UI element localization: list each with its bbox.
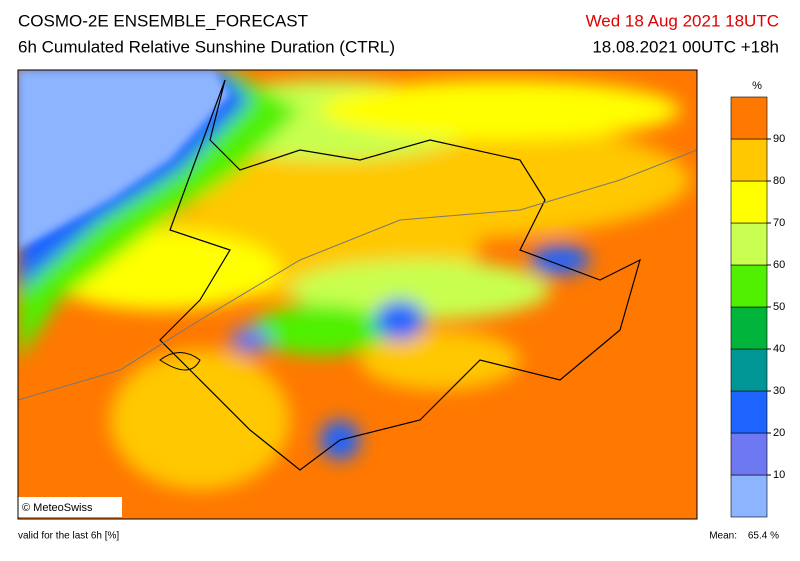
- colorbar: 10 20 30 40 50 60 70 80 90: [730, 96, 785, 518]
- colorbar-tick-label: 20: [773, 427, 785, 439]
- colorbar-segment: [730, 138, 768, 182]
- map: © MeteoSwiss: [18, 70, 697, 519]
- colorbar-tick-label: 70: [773, 217, 785, 229]
- colorbar-segment: [730, 306, 768, 350]
- colorbar-segment: [730, 264, 768, 308]
- credit: © MeteoSwiss: [22, 502, 93, 514]
- colorbar-segment: [730, 390, 768, 434]
- colorbar-unit: %: [752, 80, 762, 92]
- colorbar-segment: [730, 96, 768, 140]
- border: [18, 149, 697, 401]
- map-frame: [17, 69, 698, 520]
- lake: [159, 352, 201, 371]
- colorbar-tick-label: 60: [773, 259, 785, 271]
- run-time: 18.08.2021 00UTC +18h: [592, 37, 779, 56]
- colorbar-segment: [730, 432, 768, 476]
- colorbar-segment: [730, 222, 768, 266]
- colorbar-segment: [730, 474, 768, 518]
- colorbar-tick-label: 80: [773, 175, 785, 187]
- title: COSMO-2E ENSEMBLE_FORECAST: [18, 11, 308, 30]
- valid-time: Wed 18 Aug 2021 18UTC: [586, 11, 779, 30]
- footer-note: valid for the last 6h [%]: [18, 531, 119, 542]
- colorbar-segment: [730, 348, 768, 392]
- colorbar-tick-label: 40: [773, 343, 785, 355]
- colorbar-tick-label: 50: [773, 301, 785, 313]
- border: [159, 79, 641, 471]
- colorbar-tick-label: 90: [773, 133, 785, 145]
- mean-label: Mean:: [709, 531, 737, 542]
- subtitle: 6h Cumulated Relative Sunshine Duration …: [18, 37, 395, 56]
- credit-box: [18, 497, 122, 517]
- colorbar-tick-label: 30: [773, 385, 785, 397]
- colorbar-segment: [730, 180, 768, 224]
- mean-value: 65.4 %: [748, 531, 779, 542]
- colorbar-tick-label: 10: [773, 469, 785, 481]
